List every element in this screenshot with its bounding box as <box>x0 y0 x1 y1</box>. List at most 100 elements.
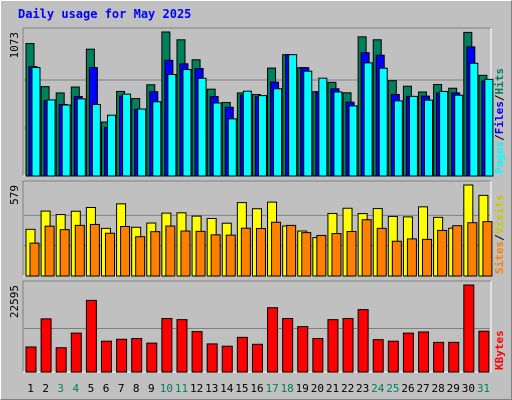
x-tick-label-day-1: 1 <box>27 382 34 395</box>
x-tick-label-day-30: 30 <box>462 382 475 395</box>
bar-pages-day-27 <box>424 99 434 177</box>
bar-pages-day-9 <box>152 101 162 177</box>
x-tick-label-day-25: 25 <box>386 382 399 395</box>
bar-sites-day-17 <box>271 221 282 277</box>
bar-kbytes-day-7 <box>116 338 128 373</box>
bar-kbytes-day-20 <box>312 338 324 373</box>
x-tick-label-day-15: 15 <box>235 382 248 395</box>
bar-sites-day-3 <box>59 229 70 277</box>
bar-sites-day-31 <box>482 221 493 277</box>
bar-sites-day-27 <box>422 238 433 277</box>
bar-sites-day-30 <box>467 222 478 277</box>
bar-sites-day-7 <box>120 225 131 277</box>
bar-sites-day-28 <box>437 229 448 277</box>
bar-pages-day-8 <box>137 108 147 177</box>
bar-sites-day-18 <box>286 224 297 277</box>
bar-pages-day-15 <box>242 90 252 177</box>
x-tick-label-day-4: 4 <box>73 382 80 395</box>
bar-pages-day-4 <box>76 98 86 177</box>
bar-sites-day-16 <box>255 228 266 277</box>
bar-sites-day-25 <box>391 240 402 277</box>
legend-separator: / <box>493 234 506 241</box>
legend-pages: Pages <box>493 141 506 174</box>
x-tick-label-day-27: 27 <box>416 382 429 395</box>
bar-sites-day-1 <box>29 242 40 277</box>
bar-pages-day-17 <box>273 88 283 177</box>
bar-kbytes-day-27 <box>418 331 430 373</box>
y-max-label: 22595 <box>8 285 21 318</box>
bar-kbytes-day-18 <box>282 317 294 373</box>
bar-sites-day-15 <box>240 227 251 277</box>
legend-separator: / <box>493 94 506 101</box>
legend-separator: / <box>493 134 506 141</box>
bar-sites-day-20 <box>316 234 327 277</box>
bar-kbytes-day-9 <box>146 342 158 373</box>
bar-pages-day-31 <box>484 78 494 177</box>
x-tick-label-day-22: 22 <box>341 382 354 395</box>
bar-pages-day-24 <box>378 67 388 177</box>
bar-kbytes-day-10 <box>161 317 173 373</box>
bar-kbytes-day-15 <box>236 336 248 373</box>
legend-files: Files <box>493 101 506 134</box>
x-tick-label-day-9: 9 <box>148 382 155 395</box>
bar-sites-day-23 <box>361 219 372 277</box>
x-tick-label-day-28: 28 <box>432 382 445 395</box>
x-tick-label-day-12: 12 <box>190 382 203 395</box>
bar-pages-day-20 <box>318 77 328 177</box>
bar-kbytes-day-1 <box>25 346 37 373</box>
bar-pages-day-1 <box>31 67 41 177</box>
bar-kbytes-day-2 <box>40 318 52 373</box>
legend-visits-sites: Sites/Visits <box>493 195 506 275</box>
bar-sites-day-12 <box>195 230 206 277</box>
x-tick-label-day-14: 14 <box>220 382 234 395</box>
bar-kbytes-day-26 <box>402 332 414 373</box>
x-tick-label-day-10: 10 <box>160 382 173 395</box>
x-tick-label-day-16: 16 <box>250 382 263 395</box>
x-tick-label-day-5: 5 <box>88 382 95 395</box>
bar-kbytes-day-22 <box>342 317 354 373</box>
x-tick-label-day-23: 23 <box>356 382 369 395</box>
x-tick-label-day-18: 18 <box>281 382 294 395</box>
bar-kbytes-day-4 <box>70 332 82 373</box>
y-max-label: 579 <box>8 185 21 205</box>
bar-kbytes-day-8 <box>131 338 143 373</box>
x-tick-label-day-20: 20 <box>311 382 324 395</box>
bar-pages-day-30 <box>469 62 479 177</box>
bar-kbytes-day-6 <box>100 340 112 373</box>
bar-kbytes-day-14 <box>221 345 233 373</box>
bar-sites-day-8 <box>135 236 146 277</box>
bar-kbytes-day-25 <box>387 340 399 373</box>
legend-visits: Visits <box>493 195 506 235</box>
legend-hits: Hits <box>493 68 506 95</box>
bar-pages-day-21 <box>333 91 343 177</box>
bar-pages-day-2 <box>46 99 56 177</box>
legend-sites: Sites <box>493 241 506 274</box>
x-tick-label-day-17: 17 <box>265 382 278 395</box>
chart-title: Daily usage for May 2025 <box>18 7 191 21</box>
x-tick-label-day-19: 19 <box>296 382 309 395</box>
bar-sites-day-14 <box>225 234 236 277</box>
bar-pages-day-18 <box>288 54 298 177</box>
bar-kbytes-day-24 <box>372 339 384 373</box>
legend-kbytes: KBytes <box>493 330 506 370</box>
bar-pages-day-6 <box>106 114 116 177</box>
bar-sites-day-13 <box>210 234 221 277</box>
bar-kbytes-day-28 <box>433 341 445 373</box>
x-tick-label-day-7: 7 <box>118 382 125 395</box>
bar-pages-day-11 <box>182 69 192 177</box>
x-tick-label-day-13: 13 <box>205 382 218 395</box>
bar-sites-day-6 <box>104 232 115 277</box>
bar-pages-day-25 <box>393 100 403 177</box>
bar-pages-day-28 <box>439 90 449 177</box>
bar-kbytes-day-23 <box>357 309 369 373</box>
x-tick-label-day-3: 3 <box>57 382 64 395</box>
bar-pages-day-5 <box>91 103 101 177</box>
bar-kbytes-day-19 <box>297 326 309 373</box>
bar-sites-day-10 <box>165 225 176 277</box>
legend-hits-files-pages: Pages/Files/Hits <box>493 68 506 174</box>
bar-sites-day-2 <box>44 225 55 277</box>
x-tick-label-day-21: 21 <box>326 382 339 395</box>
bar-pages-day-10 <box>167 74 177 177</box>
bar-sites-day-9 <box>150 231 161 277</box>
